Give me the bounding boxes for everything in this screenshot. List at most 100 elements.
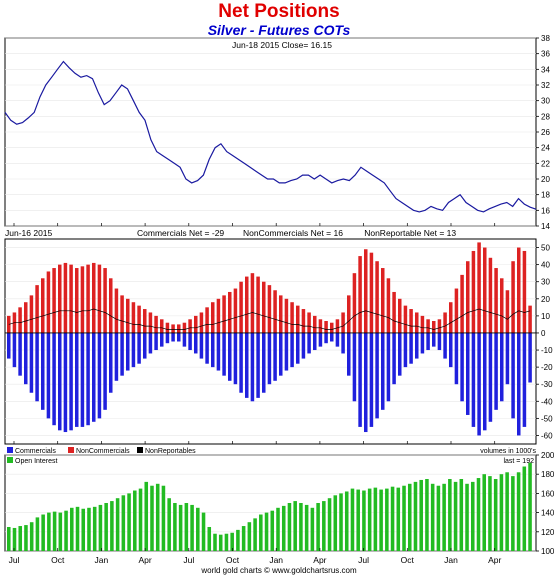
open-interest-bar	[390, 486, 395, 551]
open-interest-bar	[362, 490, 366, 551]
noncommercials-bar	[352, 273, 357, 333]
commercials-bar	[307, 332, 311, 354]
commercials-bar	[165, 332, 170, 344]
y-tick-label: 20	[541, 175, 550, 184]
commercials-bar	[239, 332, 243, 393]
nonreportables-line	[8, 308, 531, 330]
commercials-bar	[29, 332, 34, 393]
noncommercials-bar	[97, 264, 102, 333]
open-interest-bar	[104, 503, 108, 551]
commercials-bar	[471, 332, 476, 427]
noncommercials-bar	[233, 288, 238, 333]
open-interest-bar	[413, 481, 418, 551]
noncommercials-bar	[250, 273, 255, 333]
open-interest-bar	[396, 487, 401, 551]
open-interest-bar	[287, 503, 292, 551]
noncommercials-bar	[18, 307, 22, 333]
open-interest-bar	[327, 498, 332, 551]
commercials-bar	[131, 332, 136, 368]
net-date-annotation: Jun-16 2015	[5, 228, 53, 238]
noncommercials-bar	[216, 298, 221, 333]
open-interest-bar	[373, 487, 378, 551]
noncommercials-bar	[375, 261, 379, 333]
commercials-bar	[205, 332, 209, 364]
open-interest-bar	[276, 507, 280, 551]
y-tick-label: -20	[541, 363, 553, 372]
volume-units-note: volumes in 1000's	[480, 448, 536, 455]
commercials-bar	[63, 332, 68, 433]
open-interest-bar	[184, 503, 189, 551]
commercials-bar	[511, 332, 515, 419]
open-interest-bar	[425, 479, 429, 551]
open-interest-bar	[133, 490, 137, 551]
noncommercials-bar	[63, 262, 68, 333]
open-interest-bar	[110, 501, 114, 551]
open-interest-bar	[121, 495, 126, 551]
noncommercials-bar	[466, 261, 470, 333]
commercials-bar	[284, 332, 289, 371]
commercials-bar	[301, 332, 306, 359]
commercials-bar	[120, 332, 124, 376]
commercials-bar	[296, 332, 300, 364]
y-tick-label: 180	[541, 470, 555, 479]
open-interest-bar	[115, 498, 120, 551]
commercials-bar	[443, 332, 447, 359]
noncommercials-bar	[369, 252, 374, 333]
open-interest-bar	[201, 512, 206, 551]
open-interest-bar	[70, 507, 74, 551]
commercials-bar	[449, 332, 453, 368]
open-interest-bar	[47, 512, 51, 551]
open-interest-bar	[144, 481, 149, 551]
commercials-bar	[148, 332, 153, 354]
noncommercials-bar	[494, 268, 498, 333]
noncommercials-bar	[52, 268, 56, 333]
noncommercials-bar	[511, 261, 515, 333]
open-interest-bar	[339, 493, 343, 551]
x-tick-label: Oct	[226, 555, 240, 565]
noncommercials-bar	[307, 312, 311, 333]
y-tick-label: 18	[541, 191, 550, 200]
commercials-bar	[7, 332, 11, 359]
commercials-bar	[256, 332, 260, 398]
y-tick-label: 20	[541, 295, 550, 304]
commercials-bar	[24, 332, 28, 385]
commercials-bar	[313, 332, 317, 351]
noncommercials-bar	[199, 312, 204, 333]
noncommercials-bar	[409, 309, 413, 333]
commercials-bar	[409, 332, 413, 364]
commercials-bar	[188, 332, 192, 351]
noncommercials-bar	[483, 247, 487, 333]
open-interest-bar	[322, 501, 326, 551]
noncommercials-bar	[284, 298, 289, 333]
noncommercials-bar	[505, 290, 510, 333]
noncommercials-bar	[69, 264, 73, 333]
y-tick-label: 200	[541, 451, 555, 460]
noncommercials-bar	[165, 322, 170, 333]
y-tick-label: 38	[541, 34, 550, 43]
commercials-bar	[528, 332, 532, 383]
commercials-bar	[92, 332, 96, 422]
commercials-bar	[222, 332, 226, 376]
y-tick-label: -50	[541, 414, 553, 423]
net-positions-panel: -60 -50 -40 -30 -20 -10 0 10 20 30 40 50 Jun-16 201…	[4, 228, 553, 445]
noncommercials-bar	[358, 256, 362, 333]
y-tick-label: 160	[541, 489, 555, 498]
open-interest-bar	[511, 476, 515, 551]
open-interest-bar	[241, 526, 246, 551]
noncommercials-bar	[154, 315, 158, 333]
open-interest-bar	[138, 488, 143, 551]
legend-label-open-interest: Open Interest	[15, 458, 57, 465]
open-interest-bar	[218, 534, 223, 551]
open-interest-bar	[7, 527, 11, 551]
legend-label-noncommercials: NonCommercials	[76, 448, 130, 455]
noncommercials-bar	[131, 302, 136, 333]
noncommercials-bar	[29, 295, 34, 333]
commercials-bar	[420, 332, 425, 354]
noncommercials-bar	[522, 250, 527, 333]
open-interest-bar	[253, 518, 257, 551]
commercials-bar	[69, 332, 73, 431]
y-tick-label: 22	[541, 159, 550, 168]
price-annotation: Jun-18 2015 Close= 16.15	[232, 40, 332, 50]
commercials-bar	[199, 332, 204, 359]
noncommercials-bar	[449, 302, 453, 333]
